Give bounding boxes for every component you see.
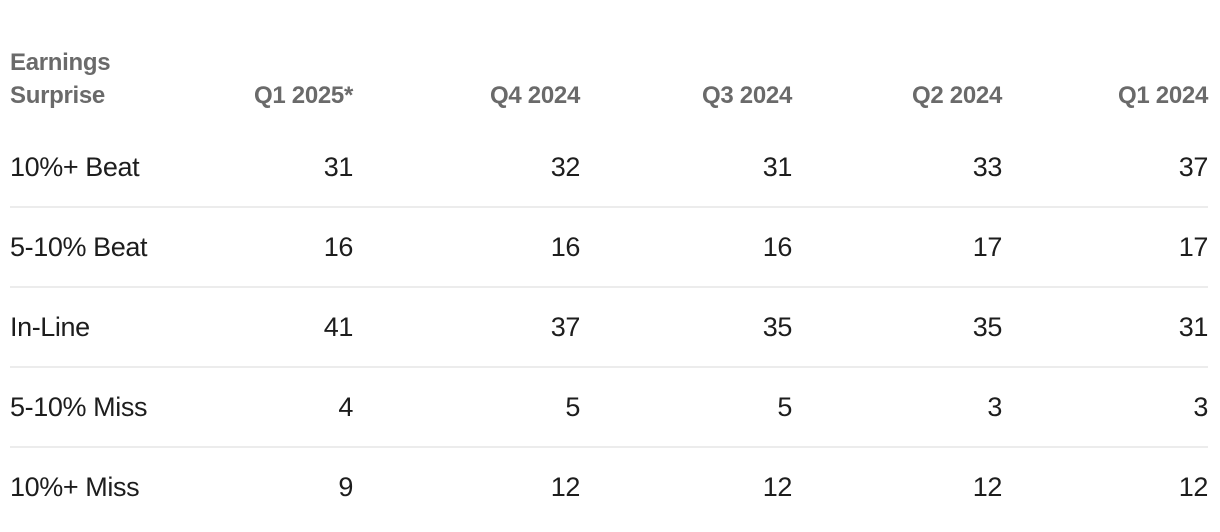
value-cell: 35	[580, 287, 792, 368]
column-header: Q1 2024	[1118, 82, 1208, 109]
value-cell: 12	[972, 471, 1003, 502]
value-cell: 3	[792, 367, 1002, 448]
earnings-surprise-table: Earnings Surprise Q1 2025* Q4 2024 Q3 2024…	[10, 46, 1208, 526]
value-cell: 33	[792, 128, 1002, 208]
row-label: 10%+ Beat	[10, 128, 155, 208]
row-label: 5-10% Miss	[10, 367, 155, 448]
table-row: 10%+ Miss 9 12 12 12 12	[10, 447, 1208, 526]
value-cell: 37	[353, 287, 580, 368]
value-cell: 16	[580, 207, 792, 288]
value-cell: 3	[1002, 367, 1208, 448]
value-cell: 17	[1002, 207, 1208, 288]
column-header: Q4 2024	[490, 82, 580, 109]
corner-label: Earnings Surprise	[10, 49, 111, 109]
column-header: Q3 2024	[702, 82, 792, 109]
value-cell: 5	[580, 367, 792, 448]
table-header: Earnings Surprise Q1 2025* Q4 2024 Q3 2024…	[10, 46, 1208, 128]
table-row: In-Line 41 37 35 35 31	[10, 287, 1208, 368]
value-cell: 16	[353, 207, 580, 288]
value-cell: 32	[353, 128, 580, 208]
column-header: Q1 2025*	[253, 82, 353, 109]
table-row: 5-10% Miss 4 5 5 3 3	[10, 367, 1208, 448]
value-cell: 12	[1178, 471, 1209, 502]
column-header: Q2 2024	[912, 82, 1002, 109]
value-cell: 9	[338, 471, 353, 502]
value-cell: 16	[155, 207, 353, 288]
value-cell: 41	[155, 287, 353, 368]
row-label: 10%+ Miss	[10, 471, 140, 502]
row-label: In-Line	[10, 287, 155, 368]
value-cell: 12	[550, 471, 581, 502]
value-cell: 31	[1002, 287, 1208, 368]
table-row: 10%+ Beat 31 32 31 33 37	[10, 128, 1208, 208]
table-row: 5-10% Beat 16 16 16 17 17	[10, 207, 1208, 288]
value-cell: 31	[155, 128, 353, 208]
value-cell: 31	[580, 128, 792, 208]
value-cell: 12	[762, 471, 793, 502]
value-cell: 17	[792, 207, 1002, 288]
table-body: 10%+ Beat 31 32 31 33 37 5-10% Beat 16 16 16 17 17 I…	[10, 128, 1208, 526]
row-label: 5-10% Beat	[10, 207, 155, 288]
value-cell: 35	[792, 287, 1002, 368]
value-cell: 5	[353, 367, 580, 448]
value-cell: 4	[155, 367, 353, 448]
value-cell: 37	[1002, 128, 1208, 208]
header-row: Earnings Surprise Q1 2025* Q4 2024 Q3 2024…	[10, 46, 1208, 128]
